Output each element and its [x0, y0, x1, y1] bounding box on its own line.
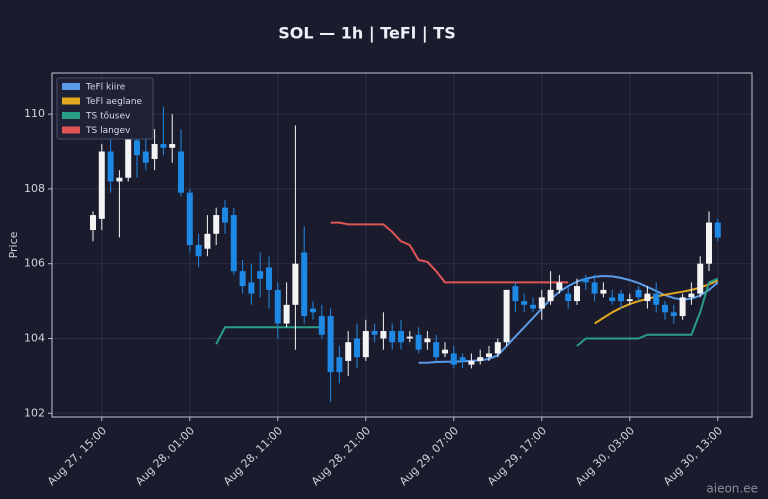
candle-body — [688, 293, 695, 298]
legend: TeFl kiire TeFl aeglane TS tõusev TS langev — [56, 77, 154, 140]
candle-body — [468, 360, 475, 365]
candle-body — [142, 151, 149, 163]
candle-body — [283, 304, 290, 324]
candle-body — [626, 299, 633, 302]
candle-body — [574, 286, 580, 302]
candle-body — [292, 263, 299, 305]
indicator-line — [330, 221, 569, 284]
candle-body — [398, 331, 404, 343]
candle-body — [204, 233, 211, 249]
candle-body — [134, 140, 140, 156]
candle-body — [494, 342, 501, 354]
candle-body — [459, 357, 466, 361]
candle-body — [90, 215, 96, 231]
candle-body — [248, 282, 255, 294]
candle-body — [354, 338, 360, 358]
candle-body — [186, 192, 193, 245]
candle-body — [310, 308, 316, 313]
plot-frame — [51, 72, 753, 418]
candle-body — [503, 289, 510, 343]
candle-body — [169, 144, 176, 148]
candle-body — [222, 207, 228, 223]
candle-body — [714, 222, 721, 238]
legend-box — [56, 77, 154, 140]
candle-body — [116, 177, 123, 182]
candle-body — [195, 245, 202, 257]
candle-body — [301, 252, 308, 317]
y-axis-label: Price — [7, 231, 20, 258]
indicator-line — [215, 277, 719, 347]
candle-body — [486, 353, 492, 358]
legend-label: TS tõusev — [85, 112, 131, 122]
candle-body — [415, 334, 422, 350]
candle-body — [697, 263, 704, 294]
candle-body — [362, 331, 369, 358]
candle-body — [239, 271, 246, 287]
candle-body — [450, 353, 457, 365]
candle-body — [98, 151, 105, 219]
candle-body — [230, 215, 237, 272]
chart-title: SOL — 1h | TeFl | TS — [278, 24, 455, 44]
y-tick-label: 102 — [24, 406, 45, 419]
candle-body — [653, 293, 660, 305]
candle-body — [433, 342, 440, 358]
candle-body — [565, 293, 572, 302]
candle-body — [151, 144, 158, 159]
legend-swatch — [62, 83, 80, 90]
candle-body — [345, 342, 352, 361]
candle-body — [635, 289, 642, 298]
candle-body — [679, 297, 686, 317]
candle-body — [371, 331, 378, 335]
y-tick-label: 106 — [24, 257, 45, 270]
candle-body — [380, 331, 387, 339]
y-tick-label: 108 — [24, 182, 45, 195]
candle-body — [327, 316, 334, 373]
candle-body — [582, 278, 589, 283]
candle-body — [547, 289, 554, 302]
candle-body — [266, 267, 272, 290]
candle-body — [644, 293, 651, 302]
legend-swatch — [62, 97, 80, 105]
candle-body — [512, 286, 519, 302]
candle-body — [178, 151, 184, 193]
candle-body — [274, 289, 281, 324]
candle-body — [591, 282, 598, 294]
candle-body — [424, 338, 431, 343]
y-tick-label: 110 — [24, 107, 45, 120]
candle-body — [442, 349, 448, 354]
legend-label: TS langev — [85, 126, 131, 136]
candle-body — [389, 331, 396, 343]
candle-body — [670, 312, 677, 317]
candle-body — [107, 151, 114, 182]
candles — [90, 102, 721, 403]
watermark: aieon.ee — [706, 482, 758, 496]
legend-swatch — [62, 126, 80, 134]
candle-body — [600, 289, 607, 294]
legend-label: TeFl kiire — [85, 83, 126, 93]
candle-body — [125, 136, 132, 178]
y-tick-label: 104 — [24, 331, 45, 344]
candle-body — [318, 316, 325, 335]
candle-body — [521, 301, 528, 305]
legend-label: TeFl aeglane — [85, 97, 143, 107]
candle-body — [477, 357, 484, 361]
candle-body — [662, 304, 668, 313]
candle-body — [213, 215, 220, 234]
candle-body — [706, 222, 712, 264]
candle-body — [538, 297, 545, 309]
candle-body — [160, 144, 167, 148]
candle-body — [556, 282, 563, 290]
candle-body — [530, 304, 536, 309]
candle-body — [618, 293, 624, 302]
candle-body — [609, 297, 616, 302]
candle-body — [406, 336, 413, 339]
legend-swatch — [62, 112, 80, 119]
candle-body — [336, 357, 343, 373]
candle-body — [257, 271, 264, 279]
